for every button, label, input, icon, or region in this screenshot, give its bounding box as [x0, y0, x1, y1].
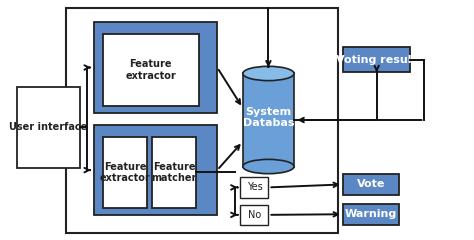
FancyBboxPatch shape [152, 137, 196, 208]
FancyBboxPatch shape [103, 137, 147, 208]
FancyBboxPatch shape [343, 47, 410, 72]
Text: Feature
matcher: Feature matcher [152, 162, 197, 183]
FancyBboxPatch shape [103, 34, 199, 106]
Ellipse shape [243, 66, 294, 81]
Text: Vote: Vote [356, 180, 385, 189]
Text: Feature
extractor: Feature extractor [100, 162, 151, 183]
FancyBboxPatch shape [240, 177, 268, 198]
Text: Warning: Warning [345, 209, 397, 219]
Text: No: No [248, 210, 261, 220]
FancyBboxPatch shape [17, 87, 80, 168]
Text: System
Databas: System Databas [243, 107, 294, 128]
Text: Voting result: Voting result [337, 55, 417, 65]
FancyBboxPatch shape [343, 174, 399, 195]
FancyBboxPatch shape [94, 22, 217, 113]
FancyBboxPatch shape [243, 73, 294, 167]
FancyBboxPatch shape [240, 205, 268, 225]
Text: User interface: User interface [9, 122, 88, 132]
FancyBboxPatch shape [343, 204, 399, 225]
Ellipse shape [243, 159, 294, 174]
Text: Yes: Yes [246, 182, 262, 192]
Text: Feature
extractor: Feature extractor [126, 59, 176, 81]
FancyBboxPatch shape [94, 125, 217, 216]
